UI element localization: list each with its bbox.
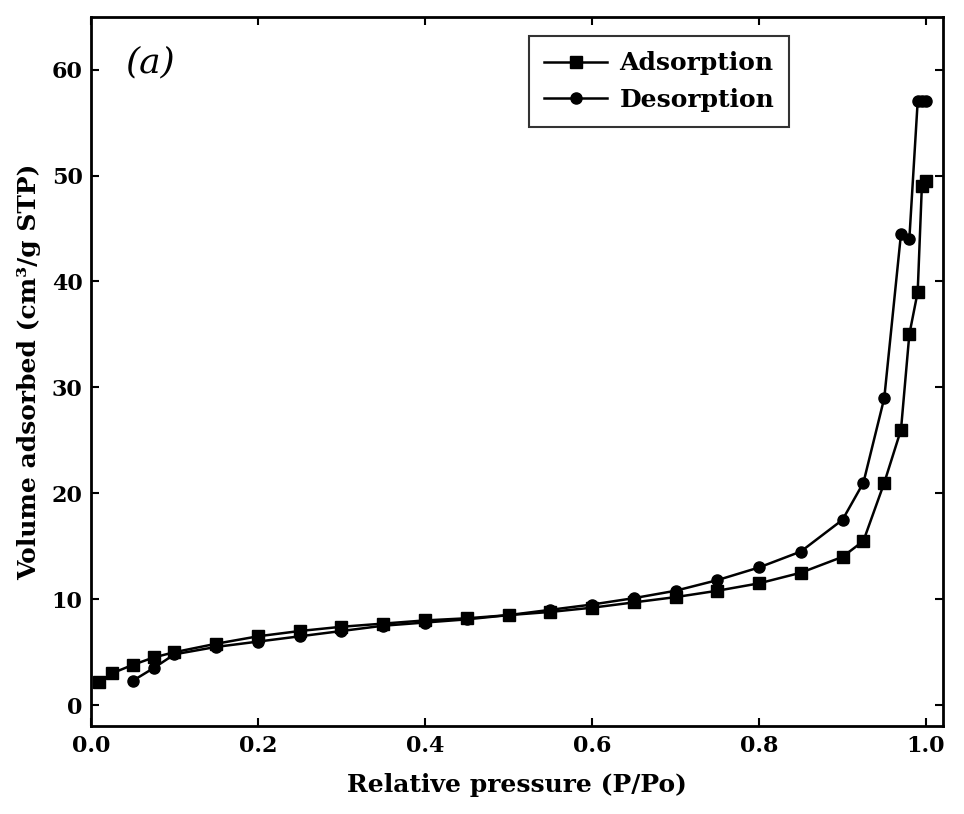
Adsorption (903, 330, 915, 339)
Desorption (837, 515, 848, 525)
Adsorption (502, 610, 514, 620)
Adsorption (127, 660, 139, 670)
Desorption (896, 229, 907, 239)
Desorption (628, 593, 639, 603)
Adsorption (335, 622, 347, 632)
Desorption (586, 600, 598, 610)
Adsorption (921, 176, 932, 186)
Desorption (461, 615, 472, 624)
Desorption (378, 621, 389, 631)
Adsorption (106, 668, 118, 678)
Desorption (858, 478, 870, 488)
Desorption (795, 547, 807, 557)
Adsorption (378, 619, 389, 628)
Desorption (169, 650, 180, 659)
Adsorption (586, 603, 598, 613)
Y-axis label: Volume adsorbed (cm³/g STP): Volume adsorbed (cm³/g STP) (16, 164, 40, 580)
Desorption (921, 97, 932, 107)
Desorption (210, 642, 222, 652)
Adsorption (753, 579, 764, 589)
Desorption (903, 234, 915, 244)
Adsorption (628, 597, 639, 607)
Desorption (502, 610, 514, 620)
Line: Adsorption: Adsorption (94, 175, 931, 687)
Legend: Adsorption, Desorption: Adsorption, Desorption (529, 37, 790, 127)
X-axis label: Relative pressure (P/Po): Relative pressure (P/Po) (347, 773, 686, 798)
Adsorption (878, 478, 890, 488)
Desorption (419, 618, 431, 628)
Desorption (878, 393, 890, 403)
Adsorption (916, 182, 927, 191)
Adsorption (94, 677, 105, 687)
Desorption (127, 676, 139, 685)
Line: Desorption: Desorption (127, 96, 931, 686)
Adsorption (147, 653, 159, 663)
Adsorption (711, 586, 723, 596)
Desorption (294, 632, 306, 641)
Adsorption (294, 626, 306, 636)
Adsorption (670, 593, 682, 602)
Adsorption (169, 647, 180, 657)
Desorption (335, 626, 347, 636)
Adsorption (912, 287, 924, 297)
Adsorption (795, 568, 807, 578)
Desorption (916, 97, 927, 107)
Desorption (670, 586, 682, 596)
Adsorption (837, 552, 848, 562)
Adsorption (545, 607, 556, 617)
Adsorption (210, 639, 222, 649)
Desorption (753, 562, 764, 572)
Adsorption (253, 632, 264, 641)
Desorption (545, 605, 556, 615)
Adsorption (896, 425, 907, 435)
Text: (a): (a) (125, 45, 174, 79)
Adsorption (858, 536, 870, 546)
Desorption (147, 663, 159, 673)
Adsorption (419, 615, 431, 625)
Adsorption (461, 614, 472, 624)
Desorption (711, 575, 723, 585)
Desorption (253, 637, 264, 646)
Desorption (912, 97, 924, 107)
